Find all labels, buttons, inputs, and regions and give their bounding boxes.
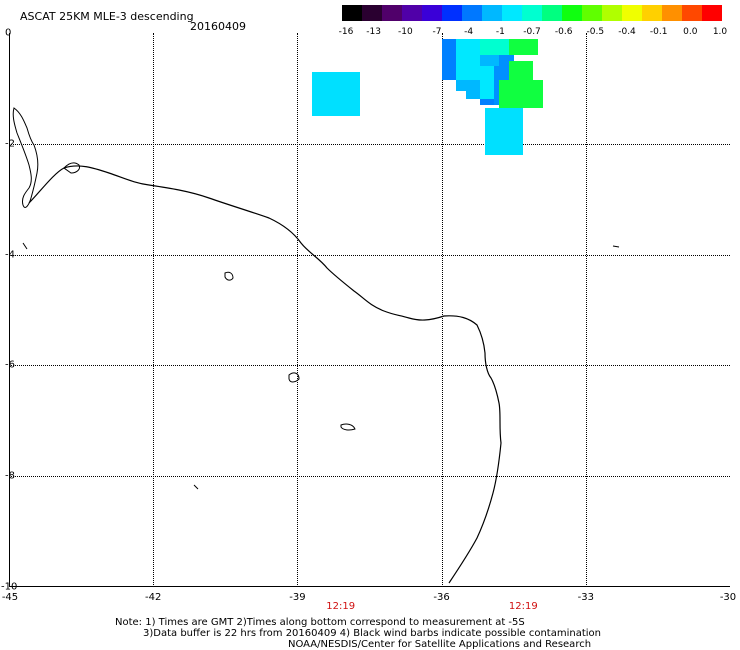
- mle-pixel: [465, 91, 490, 100]
- latitude-label: -6: [5, 359, 15, 371]
- meridian-line: [585, 33, 587, 587]
- color-scale-tick-label: 0.0: [683, 27, 698, 37]
- color-scale-swatch: [582, 5, 603, 21]
- map-title: ASCAT 25KM MLE-3 descending: [20, 10, 194, 23]
- parallel-line: [9, 365, 730, 367]
- color-scale-swatch: [342, 5, 363, 21]
- latitude-label: -10: [1, 581, 18, 593]
- coastline-main: [28, 165, 502, 584]
- latitude-label: -8: [5, 470, 15, 482]
- color-scale-swatch: [362, 5, 383, 21]
- color-scale-swatch: [402, 5, 423, 21]
- latitude-label: -2: [5, 138, 15, 150]
- color-scale-swatch: [422, 5, 443, 21]
- coastline-islet-4: [193, 484, 199, 490]
- meridian-line: [441, 33, 443, 587]
- coastline-islet-2: [288, 372, 300, 383]
- color-scale-tick-label: -0.1: [649, 27, 668, 37]
- meridian-line: [297, 33, 299, 587]
- coastline-islet-3: [340, 423, 356, 431]
- color-scale-swatch: [442, 5, 463, 21]
- latitude-label: 0: [5, 27, 12, 39]
- longitude-label: -45: [1, 592, 19, 603]
- coastline-island-north: [12, 107, 39, 208]
- longitude-label: -33: [577, 592, 594, 603]
- latitude-label: -4: [5, 249, 15, 261]
- color-scale-tick-label: -16: [338, 27, 354, 37]
- longitude-label: -30: [719, 592, 737, 603]
- longitude-label: -39: [289, 592, 306, 603]
- mle-pixel: [480, 66, 500, 100]
- mle-pixel: [484, 107, 524, 155]
- color-scale-tick-label: -7: [432, 27, 442, 37]
- parallel-line: [9, 254, 730, 256]
- time-label: 12:19: [508, 601, 538, 612]
- mle-pixel: [480, 38, 509, 56]
- color-scale-swatch: [382, 5, 403, 21]
- mle-pixel: [456, 80, 481, 92]
- color-scale-swatch: [642, 5, 663, 21]
- mle-pixel: [480, 99, 495, 105]
- color-scale-swatch: [682, 5, 703, 21]
- color-scale-tick-label: -0.7: [523, 27, 541, 37]
- mle-pixel: [508, 38, 538, 56]
- color-scale-tick-label: -10: [397, 27, 413, 37]
- note-line-2: 3)Data buffer is 22 hrs from 20160409 4)…: [143, 628, 601, 639]
- map-date: 20160409: [190, 20, 246, 33]
- color-scale-tick-label: -1: [495, 27, 505, 37]
- mle-pixel: [480, 55, 500, 67]
- mle-pixel: [499, 55, 514, 67]
- color-scale-swatch: [482, 5, 503, 21]
- color-scale-swatch: [562, 5, 583, 21]
- time-label: 12:19: [326, 601, 356, 612]
- color-scale-tick-label: -0.4: [618, 27, 636, 37]
- mle-pixel: [311, 71, 360, 117]
- coastline-islet-5: [612, 245, 620, 248]
- color-scale-tick-label: -0.5: [586, 27, 605, 37]
- mle-pixel: [508, 60, 533, 81]
- color-scale-swatch: [462, 5, 483, 21]
- color-scale-tick-label: 1.0: [712, 27, 728, 37]
- map-area: [9, 33, 730, 587]
- color-scale-swatch: [662, 5, 683, 21]
- parallel-line: [9, 143, 730, 145]
- longitude-label: -36: [433, 592, 450, 603]
- coastline-islet-6: [22, 242, 28, 250]
- parallel-line: [9, 476, 730, 478]
- color-scale-tick-label: -4: [464, 27, 474, 37]
- mle-pixel: [499, 80, 543, 108]
- meridian-line: [153, 33, 155, 587]
- coastline: [12, 107, 620, 584]
- color-scale-tick-label: -13: [366, 27, 382, 37]
- coastline-estuary: [63, 162, 80, 174]
- note-line-1: Note: 1) Times are GMT 2)Times along bot…: [115, 617, 525, 628]
- color-scale-swatch: [502, 5, 523, 21]
- color-scale-swatch: [602, 5, 623, 21]
- color-scale-bar: [342, 5, 722, 21]
- color-scale-swatch: [622, 5, 643, 21]
- color-scale-swatch: [522, 5, 543, 21]
- longitude-label: -42: [145, 592, 162, 603]
- color-scale-swatch: [542, 5, 563, 21]
- mle-pixel: [441, 38, 456, 81]
- note-line-3: NOAA/NESDIS/Center for Satellite Applica…: [288, 639, 592, 650]
- color-scale-tick-label: -0.6: [554, 27, 573, 37]
- coastline-islet-1: [224, 271, 234, 281]
- color-scale-swatch: [702, 5, 722, 21]
